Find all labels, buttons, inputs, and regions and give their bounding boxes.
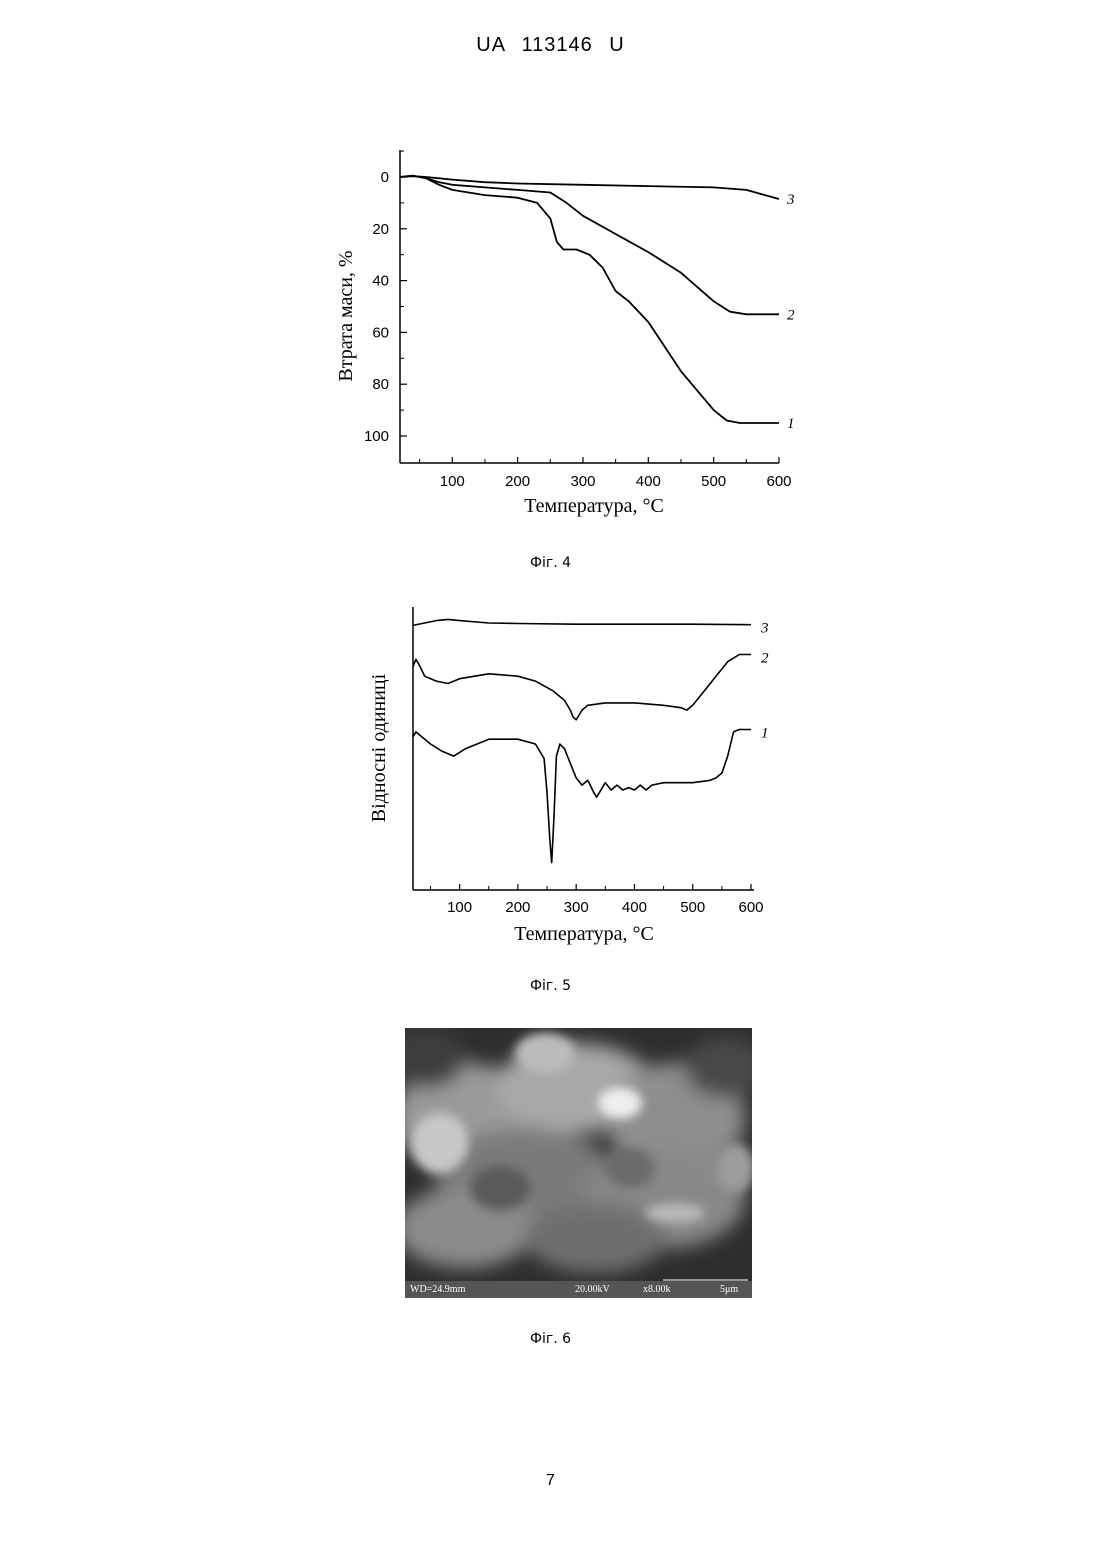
fig5-x-tick-label: 300	[564, 899, 589, 916]
sem-voltage: 20.00kV	[575, 1284, 610, 1295]
fig4-y-axis-label: Втрата маси, %	[335, 250, 357, 381]
fig4-x-tick-label: 200	[505, 473, 530, 490]
fig4-series-labels: 1 2 3	[786, 192, 795, 432]
fig5-axes	[413, 607, 754, 890]
sem-image	[405, 1028, 752, 1281]
fig4-y-tick-label: 40	[372, 273, 389, 290]
fig5-series-labels: 1 2 3	[760, 621, 769, 742]
fig5-x-tick-label: 600	[738, 899, 763, 916]
fig5-chart: 100 200 300 400 500 600 1 2 3 Температура, °C В…	[0, 590, 1101, 990]
fig5-x-ticks: 100 200 300 400 500 600	[430, 884, 763, 916]
sem-info-bar: WD=24.9mm 20.00kV x8.00k 5μm	[405, 1281, 752, 1298]
fig5-x-tick-label: 500	[680, 899, 705, 916]
fig6-caption: Фіг. 6	[0, 1331, 1101, 1347]
fig4-series-2-label: 2	[787, 307, 795, 323]
sem-magnification: x8.00k	[643, 1284, 671, 1295]
fig5-x-tick-label: 200	[505, 899, 530, 916]
sem-micrograph: WD=24.9mm 20.00kV x8.00k 5μm	[405, 1028, 752, 1298]
fig5-x-tick-label: 400	[622, 899, 647, 916]
fig4-series-1-line	[400, 176, 779, 423]
fig4-series-3-line	[400, 176, 779, 199]
fig4-y-tick-label: 20	[372, 221, 389, 238]
fig4-series	[400, 176, 779, 423]
fig5-series-2-line	[413, 655, 751, 720]
fig5-caption: Фіг. 5	[0, 978, 1101, 994]
sem-working-distance: WD=24.9mm	[410, 1284, 465, 1295]
fig4-x-ticks: 100 200 300 400 500 600	[420, 457, 792, 490]
fig4-y-tick-label: 0	[381, 169, 389, 186]
fig4-series-3-label: 3	[786, 192, 795, 208]
fig4-x-tick-label: 500	[701, 473, 726, 490]
fig5-series-1-label: 1	[761, 725, 769, 741]
fig4-series-1-label: 1	[787, 416, 795, 432]
fig4-x-tick-label: 400	[636, 473, 661, 490]
fig5-series	[413, 619, 751, 862]
fig4-chart: 0 20 40 60 80 100 100 200 300 400 500 600 1 2 3 Темп…	[0, 0, 1101, 540]
fig4-series-2-line	[400, 176, 779, 315]
fig5-series-3-label: 3	[760, 621, 769, 637]
fig5-x-axis-label: Температура, °C	[514, 923, 654, 945]
fig4-x-axis-label: Температура, °C	[524, 495, 664, 517]
page-number: 7	[0, 1472, 1101, 1490]
fig4-y-tick-label: 60	[372, 324, 389, 341]
fig4-x-tick-label: 300	[570, 473, 595, 490]
fig4-y-tick-label: 100	[364, 428, 389, 445]
fig5-series-2-label: 2	[761, 650, 769, 666]
fig5-series-1-line	[413, 730, 751, 863]
fig5-series-3-line	[413, 619, 751, 625]
sem-scale-bar-label: 5μm	[720, 1284, 738, 1295]
fig5-x-tick-label: 100	[447, 899, 472, 916]
fig4-x-tick-label: 600	[766, 473, 791, 490]
fig4-x-tick-label: 100	[440, 473, 465, 490]
fig4-y-tick-label: 80	[372, 376, 389, 393]
fig5-y-axis-label: Відносні одиниці	[368, 673, 390, 822]
fig4-caption: Фіг. 4	[0, 555, 1101, 571]
